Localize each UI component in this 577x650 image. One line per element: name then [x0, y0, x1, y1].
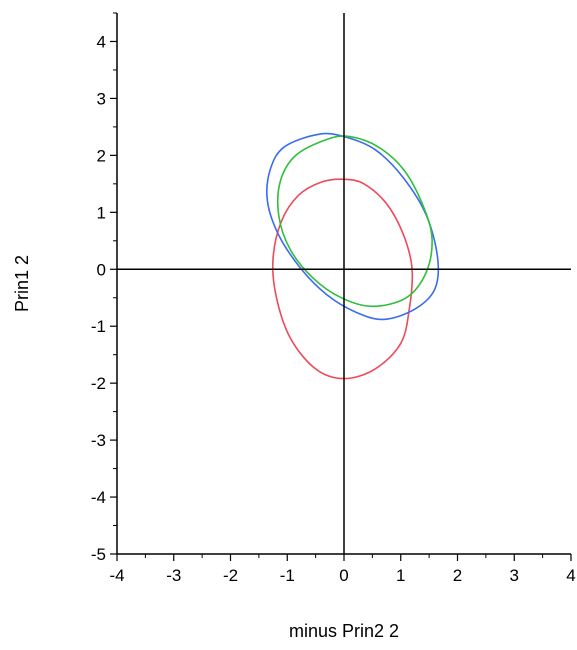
ellipse-series-2 [266, 132, 440, 321]
y-tick-label: 1 [97, 203, 106, 222]
ellipse-series-3 [276, 135, 433, 308]
x-tick-label: 3 [510, 566, 519, 585]
y-tick-label: 2 [97, 146, 106, 165]
x-tick-label: -3 [166, 566, 181, 585]
ellipse-series-1 [271, 178, 414, 380]
x-axis-title: minus Prin2 2 [289, 621, 399, 641]
x-tick-label: -1 [280, 566, 295, 585]
y-tick-label: -4 [91, 488, 106, 507]
y-tick-label: -1 [91, 317, 106, 336]
y-tick-label: 0 [97, 260, 106, 279]
x-tick-label: -4 [109, 566, 124, 585]
y-axis-title: Prin1 2 [12, 255, 32, 312]
y-tick-label: 4 [97, 32, 106, 51]
y-tick-label: -2 [91, 374, 106, 393]
x-tick-label: 0 [339, 566, 348, 585]
ellipse-layer [266, 132, 440, 380]
y-tick-label: 3 [97, 89, 106, 108]
y-axis: -5 -4 -3 -2 -1 0 1 2 3 4 [91, 12, 117, 564]
y-tick-label: -3 [91, 431, 106, 450]
x-tick-label: 1 [396, 566, 405, 585]
reference-lines [117, 13, 571, 554]
y-tick-label: -5 [91, 545, 106, 564]
x-tick-label: 4 [566, 566, 575, 585]
x-tick-label: -2 [223, 566, 238, 585]
x-tick-label: 2 [453, 566, 462, 585]
x-axis: -4 -3 -2 -1 0 1 2 3 4 [109, 554, 576, 585]
